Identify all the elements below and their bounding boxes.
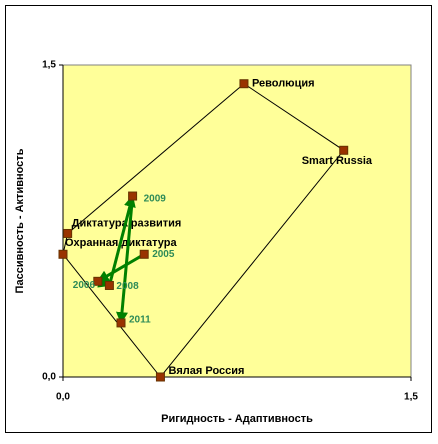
point-label: Вялая Россия [168, 365, 244, 377]
point-label: 2011 [129, 315, 151, 326]
y-tick-label: 0,0 [42, 372, 56, 383]
point-label: 2005 [152, 249, 175, 260]
point-label: 2006 [73, 280, 96, 291]
point-label: 2009 [144, 194, 167, 205]
point-marker [116, 318, 126, 328]
point-label: Smart Russia [302, 155, 373, 167]
closing-edge [67, 83, 245, 234]
y-tick-label: 1,5 [42, 60, 56, 71]
point-marker [58, 249, 68, 259]
point-label: Революция [252, 78, 315, 90]
point-marker [139, 249, 149, 259]
point-marker [104, 280, 114, 290]
point-marker [93, 276, 103, 286]
trajectory-segment [107, 194, 136, 286]
point-marker [155, 372, 165, 382]
trajectory-segment [116, 195, 135, 325]
x-tick-label: 1,5 [404, 392, 418, 403]
x-axis-title: Ригидность - Адаптивность [161, 413, 313, 425]
point-label: 2008 [116, 281, 139, 292]
point-marker [239, 79, 249, 89]
x-tick-label: 0,0 [56, 392, 70, 403]
y-axis-title: Пассивность - Активность [14, 148, 26, 293]
point-marker [339, 145, 349, 155]
point-marker [128, 191, 138, 201]
point-marker [63, 228, 73, 238]
